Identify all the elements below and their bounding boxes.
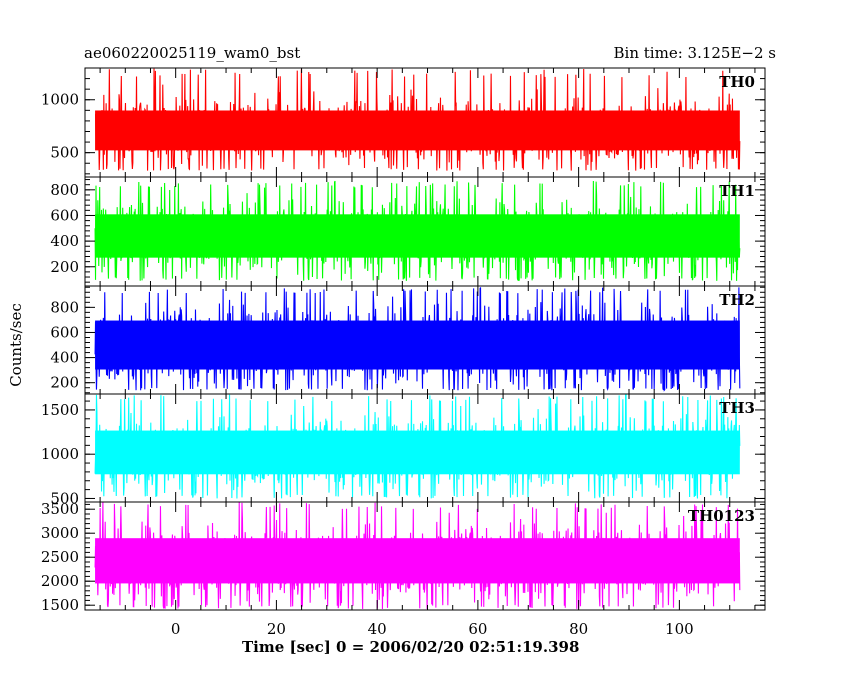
series-line-TH0 xyxy=(94,68,741,171)
y-tick-label: 600 xyxy=(50,206,79,224)
series-line-TH2 xyxy=(94,287,741,392)
x-axis-label: Time [sec] 0 = 2006/02/20 02:51:19.398 xyxy=(242,638,580,656)
x-tick-label: 0 xyxy=(171,620,181,638)
y-tick-label: 400 xyxy=(50,232,79,250)
y-tick-label: 1000 xyxy=(41,91,79,109)
y-tick-label: 800 xyxy=(50,181,79,199)
series-line-TH1 xyxy=(94,180,741,282)
y-tick-label: 1500 xyxy=(41,401,79,419)
x-tick-label: 100 xyxy=(665,620,694,638)
plot-title: ae060220025119_wam0_bst xyxy=(84,44,301,62)
series-line-TH3 xyxy=(94,394,741,499)
y-tick-label: 200 xyxy=(50,374,79,392)
y-tick-label: 3500 xyxy=(41,500,79,518)
x-tick-label: 80 xyxy=(569,620,588,638)
x-tick-label: 60 xyxy=(468,620,487,638)
panel-frame-TH0123 xyxy=(84,501,766,611)
y-tick-label: 3000 xyxy=(41,524,79,542)
y-tick-label: 600 xyxy=(50,323,79,341)
y-tick-label: 500 xyxy=(50,489,79,507)
panel-label-TH3: TH3 xyxy=(719,399,755,417)
y-tick-label: 200 xyxy=(50,258,79,276)
y-axis-label: Counts/sec xyxy=(7,303,25,387)
y-tick-label: 2500 xyxy=(41,548,79,566)
panel-label-TH2: TH2 xyxy=(719,291,755,309)
y-tick-label: 1000 xyxy=(41,445,79,463)
x-tick-label: 40 xyxy=(368,620,387,638)
series-line-TH0123 xyxy=(94,502,741,610)
y-tick-label: 400 xyxy=(50,349,79,367)
panel-label-TH0: TH0 xyxy=(719,73,755,91)
bin-time-label: Bin time: 3.125E−2 s xyxy=(613,44,776,62)
y-tick-label: 500 xyxy=(50,144,79,162)
x-tick-label: 20 xyxy=(267,620,286,638)
y-tick-label: 2000 xyxy=(41,572,79,590)
panel-label-TH1: TH1 xyxy=(719,182,755,200)
y-tick-label: 800 xyxy=(50,298,79,316)
y-tick-label: 1500 xyxy=(41,596,79,614)
panel-label-TH0123: TH0123 xyxy=(688,507,755,525)
